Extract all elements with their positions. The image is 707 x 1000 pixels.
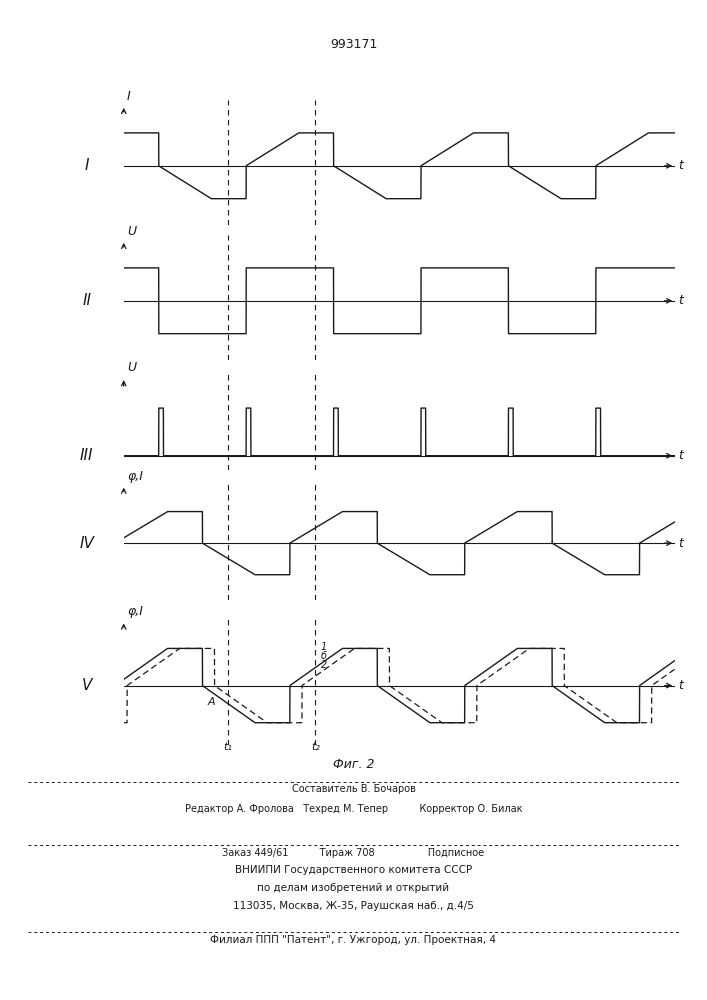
Text: t₂: t₂: [311, 742, 320, 752]
Text: t₁: t₁: [223, 742, 233, 752]
Text: φ,I: φ,I: [127, 470, 143, 483]
Text: ВНИИПИ Государственного комитета СССР: ВНИИПИ Государственного комитета СССР: [235, 865, 472, 875]
Text: Филиал ППП "Патент", г. Ужгород, ул. Проектная, 4: Филиал ППП "Патент", г. Ужгород, ул. Про…: [211, 935, 496, 945]
Text: U: U: [127, 361, 136, 374]
Text: 113035, Москва, Ж-35, Раушская наб., д.4/5: 113035, Москва, Ж-35, Раушская наб., д.4…: [233, 901, 474, 911]
Text: t: t: [679, 679, 684, 692]
Text: t: t: [679, 159, 684, 172]
Text: Фиг. 2: Фиг. 2: [333, 758, 374, 771]
Text: IV: IV: [79, 536, 94, 551]
Text: t: t: [679, 537, 684, 550]
Text: V: V: [81, 678, 92, 693]
Text: 1: 1: [321, 642, 327, 652]
Text: Редактор А. Фролова   Техред М. Тепер          Корректор О. Билак: Редактор А. Фролова Техред М. Тепер Корр…: [185, 804, 522, 814]
Text: A: A: [207, 697, 215, 707]
Text: Составитель В. Бочаров: Составитель В. Бочаров: [291, 784, 416, 794]
Text: φ,I: φ,I: [127, 605, 143, 618]
Text: 993171: 993171: [329, 38, 378, 51]
Text: U: U: [127, 225, 136, 238]
Text: Заказ 449/61          Тираж 708                 Подписное: Заказ 449/61 Тираж 708 Подписное: [223, 848, 484, 858]
Text: t: t: [679, 449, 684, 462]
Text: по делам изобретений и открытий: по делам изобретений и открытий: [257, 883, 450, 893]
Text: 2: 2: [321, 660, 327, 670]
Text: I: I: [127, 90, 131, 103]
Text: t: t: [679, 294, 684, 307]
Text: III: III: [80, 448, 93, 463]
Text: I: I: [85, 158, 89, 173]
Text: II: II: [82, 293, 91, 308]
Text: б: б: [321, 651, 327, 661]
